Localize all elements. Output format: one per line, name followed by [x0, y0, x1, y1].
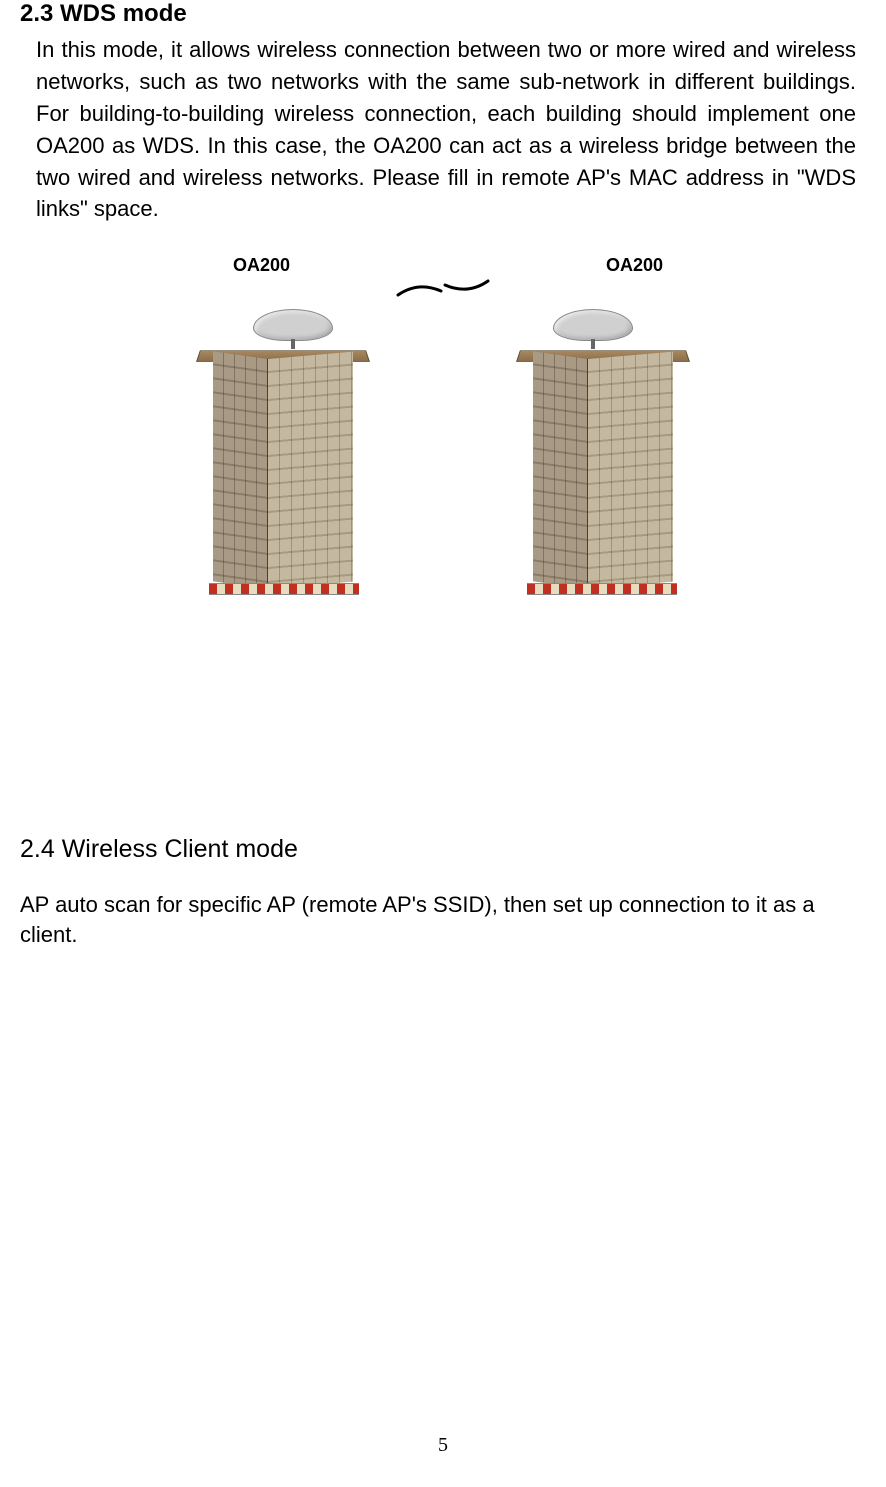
facade-left — [213, 359, 353, 589]
facade-right — [533, 359, 673, 589]
facade-side-left — [213, 352, 268, 590]
section-body-wds: In this mode, it allows wireless connect… — [20, 34, 866, 225]
antenna-pole-right — [591, 339, 595, 349]
facade-front-right — [588, 352, 673, 589]
diagram-inner: OA200 OA200 — [183, 255, 703, 595]
awning-right — [527, 583, 677, 595]
section-heading-client: 2.4 Wireless Client mode — [20, 835, 866, 864]
awning-left — [209, 583, 359, 595]
facade-side-right — [533, 352, 588, 590]
section-heading-wds: 2.3 WDS mode — [20, 0, 866, 28]
wireless-link-icon — [393, 273, 493, 303]
building-left — [193, 295, 373, 585]
antenna-right-icon — [553, 309, 633, 341]
wds-diagram: OA200 OA200 — [20, 255, 866, 595]
awning-stripe-right — [527, 583, 677, 595]
building-right — [513, 295, 693, 585]
awning-stripe-left — [209, 583, 359, 595]
section-body-client: AP auto scan for specific AP (remote AP'… — [20, 890, 866, 949]
antenna-left-icon — [253, 309, 333, 341]
antenna-pole-left — [291, 339, 295, 349]
building-label-left: OA200 — [233, 255, 290, 276]
facade-front-left — [268, 352, 353, 589]
page-number: 5 — [0, 1434, 886, 1457]
building-label-right: OA200 — [606, 255, 663, 276]
